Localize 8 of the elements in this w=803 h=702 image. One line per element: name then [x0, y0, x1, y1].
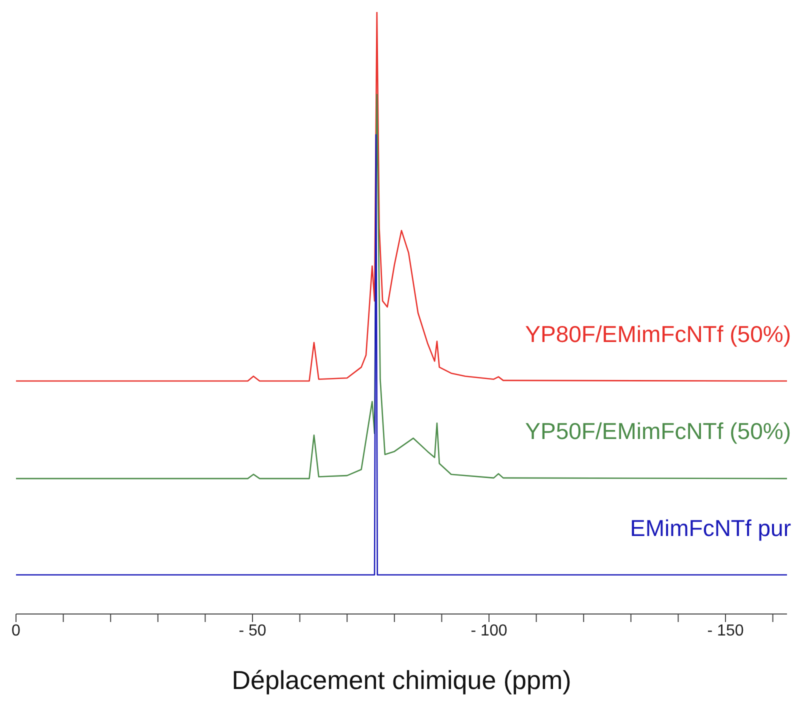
series-label: EMimFcNTf pur: [630, 514, 791, 542]
series-label: YP80F/EMimFcNTf (50%): [525, 320, 791, 348]
x-axis-title: Déplacement chimique (ppm): [232, 665, 572, 695]
x-tick-label: - 50: [238, 622, 266, 640]
x-tick-label: - 150: [707, 622, 744, 640]
x-tick-label: - 100: [470, 622, 508, 640]
x-tick-label: 0: [12, 622, 21, 640]
series-label: YP50F/EMimFcNTf (50%): [525, 418, 791, 446]
